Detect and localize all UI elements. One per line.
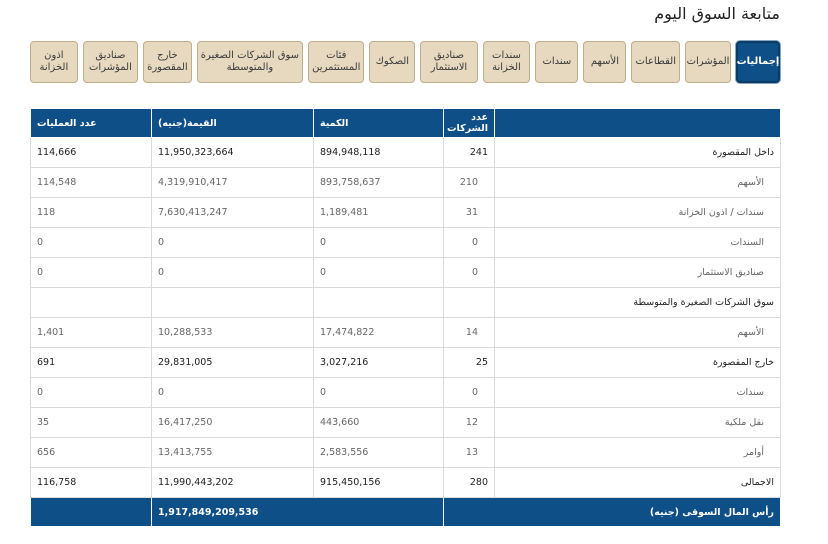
row-label: سندات / اذون الخزانة: [494, 197, 781, 228]
page-title: متابعة السوق اليوم: [654, 4, 780, 23]
tab-sme-market[interactable]: سوق الشركات الصغيرة والمتوسطة: [196, 41, 304, 83]
row-label: الاجمالى: [494, 467, 781, 498]
row-label: خارج المقصورة: [494, 347, 781, 378]
tab-off-market[interactable]: خارج المقصورة: [143, 41, 192, 83]
tab-etfs[interactable]: صناديق المؤشرات: [82, 41, 139, 83]
cell-companies: 12: [443, 407, 495, 438]
header-companies: عدد الشركات: [443, 108, 495, 138]
market-cap-value: 1,917,849,209,536: [151, 497, 444, 527]
cell-trades: 0: [30, 257, 152, 288]
cell-trades: 691: [30, 347, 152, 378]
table-row: الأسهم 210 893,758,637 4,319,910,417 114…: [30, 167, 781, 198]
cell-companies: 280: [443, 467, 495, 498]
tab-bonds[interactable]: سندات: [535, 41, 579, 83]
row-label: سوق الشركات الصغيرة والمتوسطة: [494, 287, 781, 318]
cell-value: 0: [151, 227, 314, 258]
cell-quantity: 3,027,216: [313, 347, 444, 378]
cell-companies: 31: [443, 197, 495, 228]
cell-quantity: 1,189,481: [313, 197, 444, 228]
cell-value: 10,288,533: [151, 317, 314, 348]
table-row: صناديق الاستثمار 0 0 0 0: [30, 257, 781, 288]
cell-companies: 13: [443, 437, 495, 468]
table-row: نقل ملكية 12 443,660 16,417,250 35: [30, 407, 781, 438]
table-row: الاجمالى 280 915,450,156 11,990,443,202 …: [30, 467, 781, 498]
table-row: سندات 0 0 0 0: [30, 377, 781, 408]
header-trades: عدد العمليات: [30, 108, 152, 138]
row-label: الأسهم: [494, 317, 781, 348]
cell-companies: 0: [443, 227, 495, 258]
tab-sukuk[interactable]: الصكوك: [369, 41, 416, 83]
cell-trades: 114,666: [30, 137, 152, 168]
table-row: داخل المقصورة 241 894,948,118 11,950,323…: [30, 137, 781, 168]
cell-quantity: 894,948,118: [313, 137, 444, 168]
table-row: السندات 0 0 0 0: [30, 227, 781, 258]
row-label: السندات: [494, 227, 781, 258]
row-label: سندات: [494, 377, 781, 408]
cell-value: 0: [151, 377, 314, 408]
cell-value: 29,831,005: [151, 347, 314, 378]
market-cap-row: رأس المال السوقى (جنيه) 1,917,849,209,53…: [30, 497, 781, 527]
cell-companies: 0: [443, 377, 495, 408]
table-row: الأسهم 14 17,474,822 10,288,533 1,401: [30, 317, 781, 348]
cell-quantity: 893,758,637: [313, 167, 444, 198]
row-label: نقل ملكية: [494, 407, 781, 438]
cell-value: 0: [151, 257, 314, 288]
tab-indices[interactable]: المؤشرات: [685, 41, 731, 83]
cell-quantity: [313, 287, 444, 318]
cell-quantity: 0: [313, 377, 444, 408]
cell-trades: 116,758: [30, 467, 152, 498]
table-row: سندات / اذون الخزانة 31 1,189,481 7,630,…: [30, 197, 781, 228]
tab-treasury-bills[interactable]: اذون الخزانة: [29, 41, 78, 83]
cell-value: [151, 287, 314, 318]
cell-value: 4,319,910,417: [151, 167, 314, 198]
header-quantity: الكمية: [313, 108, 444, 138]
cell-quantity: 2,583,556: [313, 437, 444, 468]
cell-value: 7,630,413,247: [151, 197, 314, 228]
market-cap-empty-cell: [30, 497, 152, 527]
cell-companies: [443, 287, 495, 318]
cell-trades: 118: [30, 197, 152, 228]
header-name: [494, 108, 781, 138]
market-cap-label: رأس المال السوقى (جنيه): [443, 497, 781, 527]
cell-value: 11,950,323,664: [151, 137, 314, 168]
cell-quantity: 915,450,156: [313, 467, 444, 498]
header-value: القيمة(جنيه): [151, 108, 314, 138]
cell-quantity: 0: [313, 227, 444, 258]
tab-treasury-bonds[interactable]: سندات الخزانة: [482, 41, 531, 83]
market-summary-table: عدد الشركات الكمية القيمة(جنيه) عدد العم…: [30, 108, 781, 527]
table-row: خارج المقصورة 25 3,027,216 29,831,005 69…: [30, 347, 781, 378]
cell-quantity: 443,660: [313, 407, 444, 438]
cell-companies: 25: [443, 347, 495, 378]
cell-trades: 0: [30, 377, 152, 408]
table-header: عدد الشركات الكمية القيمة(جنيه) عدد العم…: [30, 108, 781, 138]
tab-sectors[interactable]: القطاعات: [631, 41, 680, 83]
cell-value: 16,417,250: [151, 407, 314, 438]
cell-trades: 1,401: [30, 317, 152, 348]
row-label: داخل المقصورة: [494, 137, 781, 168]
cell-companies: 210: [443, 167, 495, 198]
cell-trades: 0: [30, 227, 152, 258]
tab-stocks[interactable]: الأسهم: [583, 41, 627, 83]
cell-companies: 241: [443, 137, 495, 168]
cell-quantity: 0: [313, 257, 444, 288]
cell-trades: [30, 287, 152, 318]
table-row: أوامر 13 2,583,556 13,413,755 656: [30, 437, 781, 468]
tab-bar: إجماليات المؤشرات القطاعات الأسهم سندات …: [29, 41, 780, 83]
cell-companies: 0: [443, 257, 495, 288]
row-label: أوامر: [494, 437, 781, 468]
cell-value: 11,990,443,202: [151, 467, 314, 498]
cell-trades: 656: [30, 437, 152, 468]
cell-value: 13,413,755: [151, 437, 314, 468]
table-row: سوق الشركات الصغيرة والمتوسطة: [30, 287, 781, 318]
cell-trades: 35: [30, 407, 152, 438]
row-label: صناديق الاستثمار: [494, 257, 781, 288]
tab-totals[interactable]: إجماليات: [736, 41, 780, 83]
tab-investor-categories[interactable]: فئات المستثمرين: [308, 41, 365, 83]
tab-investment-funds[interactable]: صناديق الاستثمار: [420, 41, 478, 83]
cell-quantity: 17,474,822: [313, 317, 444, 348]
row-label: الأسهم: [494, 167, 781, 198]
cell-companies: 14: [443, 317, 495, 348]
cell-trades: 114,548: [30, 167, 152, 198]
